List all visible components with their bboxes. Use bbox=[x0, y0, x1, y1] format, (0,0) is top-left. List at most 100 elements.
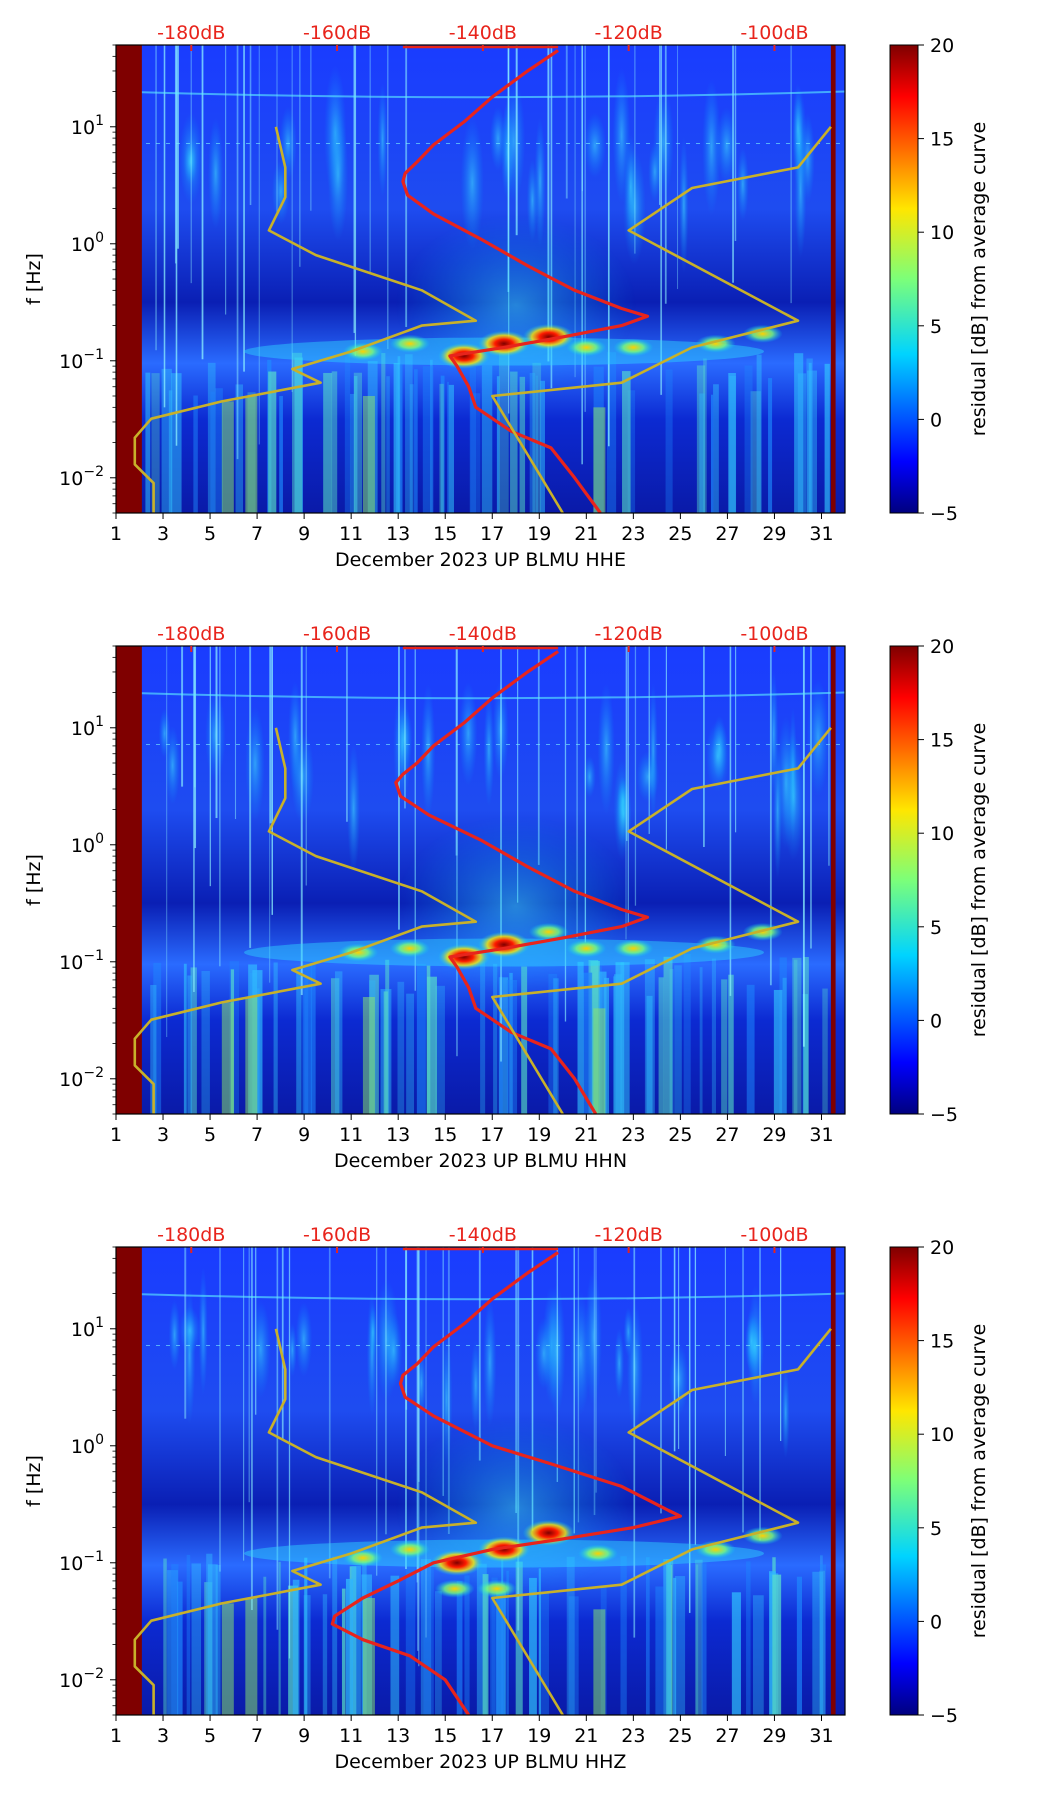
x-tick-label: 29 bbox=[762, 1124, 786, 1146]
lowfreq-streak bbox=[820, 1555, 823, 1715]
y-tick-label: 100 bbox=[71, 230, 104, 256]
lowfreq-streak bbox=[728, 373, 736, 513]
plume bbox=[416, 1349, 427, 1417]
plume bbox=[158, 708, 171, 758]
colorbar-tick-label: 0 bbox=[930, 1010, 942, 1032]
lowfreq-streak bbox=[620, 1556, 627, 1715]
lowfreq-streak bbox=[235, 384, 244, 513]
spike bbox=[759, 1247, 761, 1541]
x-tick-label: 27 bbox=[715, 1725, 739, 1747]
plume bbox=[327, 107, 349, 242]
lowfreq-streak bbox=[506, 979, 518, 1114]
lowfreq-streak bbox=[252, 970, 263, 1114]
spike bbox=[634, 646, 637, 906]
lowfreq-streak bbox=[153, 962, 162, 1114]
hot-spot bbox=[438, 342, 491, 369]
plume bbox=[615, 779, 632, 849]
lowfreq-streak bbox=[150, 984, 157, 1114]
plume bbox=[250, 1300, 271, 1398]
lowfreq-streak bbox=[344, 356, 351, 513]
db-tick-label: -160dB bbox=[303, 1224, 371, 1246]
lowfreq-streak bbox=[699, 393, 705, 513]
lowfreq-streak bbox=[292, 352, 303, 513]
plume bbox=[716, 107, 738, 184]
y-axis-label: f [Hz] bbox=[23, 854, 45, 906]
colorbar: 20 15 10 5 0 −5 residual [dB] from average cur… bbox=[889, 35, 990, 525]
lowfreq-streak bbox=[721, 979, 728, 1114]
x-axis-label: December 2023 UP BLMU HHZ bbox=[335, 1751, 627, 1773]
x-tick-label: 3 bbox=[157, 523, 169, 545]
lowfreq-streak bbox=[422, 366, 434, 513]
plot-area bbox=[116, 45, 845, 513]
x-axis: 1 3 5 7 9 11 13 15 17 19 21 23 25 27 29 31 bbox=[110, 1715, 834, 1747]
spike bbox=[584, 45, 586, 412]
lowfreq-streak bbox=[744, 365, 753, 513]
spike bbox=[447, 1247, 450, 1534]
saturated-band bbox=[116, 646, 142, 1114]
hot-spot bbox=[566, 338, 607, 357]
spike bbox=[648, 646, 650, 834]
lowfreq-streak bbox=[711, 958, 716, 1114]
colorbar-tick-label: 10 bbox=[930, 823, 954, 845]
colorbar-tick-label: −5 bbox=[930, 1104, 958, 1126]
spike bbox=[677, 45, 679, 290]
spike bbox=[405, 45, 408, 327]
plume bbox=[205, 689, 226, 782]
plume bbox=[179, 1306, 201, 1355]
colorbar-tick-label: 20 bbox=[930, 35, 954, 57]
spike bbox=[418, 1247, 420, 1482]
plot-area bbox=[116, 1247, 845, 1715]
lowfreq-streak bbox=[186, 1554, 191, 1715]
hot-spot bbox=[338, 943, 379, 962]
lowfreq-streak bbox=[386, 376, 390, 513]
colorbar-tick-label: 5 bbox=[930, 316, 942, 338]
lowfreq-streak bbox=[215, 388, 223, 513]
spike bbox=[269, 646, 272, 824]
spike bbox=[369, 45, 371, 273]
spike bbox=[248, 1247, 250, 1503]
lowfreq-streak bbox=[221, 401, 234, 513]
lowfreq-streak bbox=[696, 1564, 699, 1715]
lowfreq-streak bbox=[361, 1574, 372, 1715]
lowfreq-streak bbox=[598, 971, 607, 1114]
y-tick-label: 10−2 bbox=[59, 1065, 104, 1091]
x-tick-label: 29 bbox=[762, 523, 786, 545]
plume bbox=[597, 682, 615, 815]
spike bbox=[225, 45, 227, 315]
colorbar: 20 15 10 5 0 −5 residual [dB] from average cur… bbox=[889, 636, 990, 1126]
x-tick-label: 1 bbox=[110, 523, 122, 545]
x-tick-label: 23 bbox=[621, 1124, 645, 1146]
db-tick-label: -180dB bbox=[157, 22, 225, 44]
y-tick-label: 100 bbox=[71, 1432, 104, 1458]
lowfreq-streak bbox=[819, 1564, 826, 1715]
spike bbox=[190, 45, 192, 284]
spike bbox=[175, 45, 178, 446]
spike bbox=[403, 646, 406, 809]
lowfreq-streak bbox=[331, 978, 340, 1114]
spike bbox=[634, 45, 636, 254]
x-tick-label: 11 bbox=[339, 523, 363, 545]
lowfreq-streak bbox=[506, 1570, 509, 1715]
x-tick-label: 23 bbox=[621, 1725, 645, 1747]
spike bbox=[442, 1247, 445, 1496]
db-tick-label: -100dB bbox=[740, 1224, 808, 1246]
hot-spot bbox=[430, 1549, 483, 1576]
lowfreq-streak bbox=[752, 1595, 764, 1715]
spike bbox=[354, 45, 357, 356]
lowfreq-streak bbox=[593, 1008, 606, 1114]
chart-panel-3: 1 3 5 7 9 11 13 15 17 19 21 23 25 27 29 31 December 2023… bbox=[23, 1224, 990, 1773]
spike bbox=[181, 646, 184, 787]
lowfreq-streak bbox=[245, 997, 258, 1114]
lowfreq-streak bbox=[273, 962, 278, 1114]
db-tick-label: -120dB bbox=[595, 1224, 663, 1246]
plume bbox=[702, 78, 721, 216]
hot-spot bbox=[613, 338, 654, 357]
spike bbox=[828, 646, 830, 866]
spike bbox=[255, 1247, 257, 1415]
spike bbox=[184, 1247, 187, 1419]
lowfreq-streak bbox=[323, 372, 333, 513]
spike bbox=[556, 1247, 559, 1482]
y-tick-label: 10−1 bbox=[59, 347, 104, 373]
lowfreq-streak bbox=[728, 974, 734, 1114]
